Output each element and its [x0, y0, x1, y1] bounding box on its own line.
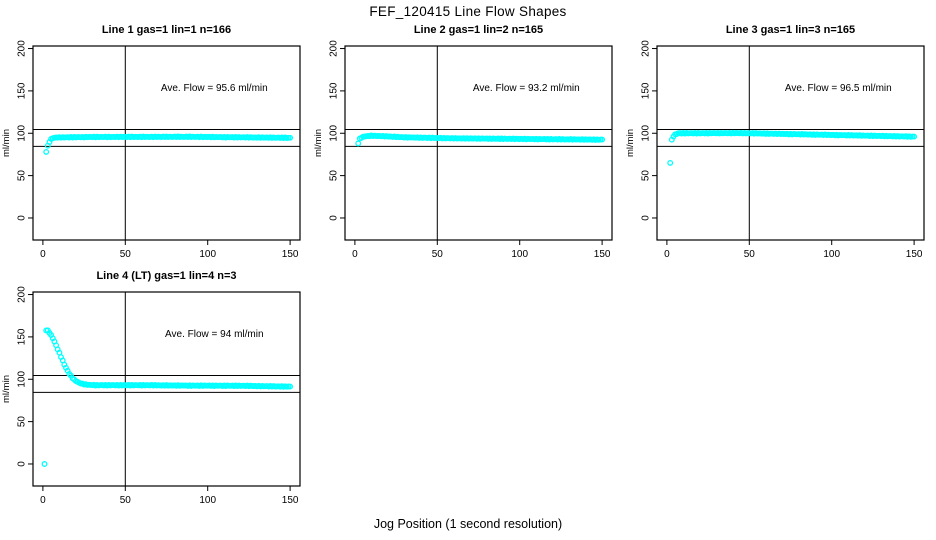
plot-box: [32, 45, 301, 241]
average-flow-annotation: Ave. Flow = 94 ml/min: [165, 329, 263, 340]
x-tick-label: 150: [906, 249, 923, 260]
panel-line-1: 0 50 100 150 0 50 100 150 200 ml/min Ave. Flow = 9…: [0, 22, 312, 266]
x-tick-label: 150: [282, 249, 299, 260]
panel-line-4: 0 50 100 150 0 50 100 150 200 ml/min Ave. Flow = 9…: [0, 268, 312, 512]
x-tick-label: 50: [432, 249, 444, 260]
y-axis-label: ml/min: [313, 129, 324, 157]
panel-title-line-4: Line 4 (LT) gas=1 lin=4 n=3: [96, 270, 237, 282]
average-flow-annotation: Ave. Flow = 96.5 ml/min: [785, 83, 892, 94]
panel-title-line-3: Line 3 gas=1 lin=3 n=165: [725, 24, 856, 36]
x-tick-label: 100: [199, 495, 216, 506]
data-points: [41, 327, 294, 467]
y-tick-label: 50: [329, 170, 340, 182]
y-tick-label: 50: [17, 416, 28, 428]
y-tick-label: 100: [17, 370, 28, 387]
figure-x-axis-label: Jog Position (1 second resolution): [373, 517, 563, 531]
data-points: [667, 129, 918, 166]
y-tick-label: 150: [641, 82, 652, 99]
y-tick-label: 0: [17, 461, 28, 467]
x-tick-label: 100: [199, 249, 216, 260]
y-tick-label: 150: [17, 328, 28, 345]
y-tick-label: 100: [329, 124, 340, 141]
y-tick-label: 100: [17, 124, 28, 141]
x-tick-label: 100: [823, 249, 840, 260]
plot-area-line-1: 0 50 100 150 0 50 100 150 200 ml/min Ave. Flow = 9…: [1, 40, 301, 260]
panel-line-3: 0 50 100 150 0 50 100 150 200 ml/min Ave. Flow = 9…: [624, 22, 936, 266]
plot-area-line-4: 0 50 100 150 0 50 100 150 200 ml/min Ave. Flow = 9…: [1, 286, 301, 506]
y-tick-label: 50: [17, 170, 28, 182]
average-flow-annotation: Ave. Flow = 95.6 ml/min: [161, 83, 268, 94]
y-tick-label: 200: [641, 40, 652, 57]
y-tick-label: 0: [641, 215, 652, 221]
y-tick-label: 50: [641, 170, 652, 182]
y-tick-label: 200: [329, 40, 340, 57]
panel-title-line-2: Line 2 gas=1 lin=2 n=165: [413, 24, 544, 36]
y-tick-label: 200: [17, 40, 28, 57]
plot-box: [344, 45, 613, 241]
x-tick-label: 50: [744, 249, 756, 260]
y-tick-label: 150: [329, 82, 340, 99]
panel-title-line-1: Line 1 gas=1 lin=1 n=166: [101, 24, 232, 36]
plot-box: [656, 45, 925, 241]
y-axis-label: ml/min: [625, 129, 636, 157]
data-points: [43, 133, 294, 155]
average-flow-annotation: Ave. Flow = 93.2 ml/min: [473, 83, 580, 94]
x-tick-label: 100: [511, 249, 528, 260]
x-tick-label: 0: [40, 249, 46, 260]
y-axis-label: ml/min: [1, 375, 12, 403]
plot-box: [32, 291, 301, 487]
x-tick-label: 0: [664, 249, 670, 260]
y-tick-label: 150: [17, 82, 28, 99]
panel-line-2: 0 50 100 150 0 50 100 150 200 ml/min Ave. Flow = 9…: [312, 22, 624, 266]
plot-area-line-2: 0 50 100 150 0 50 100 150 200 ml/min Ave. Flow = 9…: [313, 40, 613, 260]
data-points: [355, 132, 606, 147]
y-tick-label: 0: [329, 215, 340, 221]
x-tick-label: 50: [120, 495, 132, 506]
y-tick-label: 200: [17, 286, 28, 303]
x-tick-label: 150: [282, 495, 299, 506]
y-axis-label: ml/min: [1, 129, 12, 157]
x-tick-label: 0: [352, 249, 358, 260]
x-tick-label: 0: [40, 495, 46, 506]
x-tick-label: 150: [594, 249, 611, 260]
figure-title: FEF_120415 Line Flow Shapes: [369, 4, 567, 19]
plot-area-line-3: 0 50 100 150 0 50 100 150 200 ml/min Ave. Flow = 9…: [625, 40, 925, 260]
x-tick-label: 50: [120, 249, 132, 260]
y-tick-label: 100: [641, 124, 652, 141]
y-tick-label: 0: [17, 215, 28, 221]
